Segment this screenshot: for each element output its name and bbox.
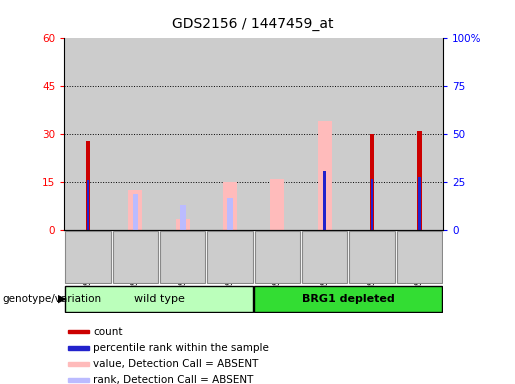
- Text: GDS2156 / 1447459_at: GDS2156 / 1447459_at: [171, 17, 333, 31]
- Text: genotype/variation: genotype/variation: [3, 294, 101, 304]
- Bar: [68, 346, 89, 349]
- FancyBboxPatch shape: [113, 232, 158, 283]
- Text: percentile rank within the sample: percentile rank within the sample: [93, 343, 269, 353]
- Bar: [370, 134, 374, 230]
- Text: wild type: wild type: [133, 293, 184, 304]
- FancyBboxPatch shape: [254, 232, 300, 283]
- Bar: [418, 177, 421, 230]
- Text: ▶: ▶: [58, 294, 67, 304]
- Text: value, Detection Call = ABSENT: value, Detection Call = ABSENT: [93, 359, 259, 369]
- Text: rank, Detection Call = ABSENT: rank, Detection Call = ABSENT: [93, 375, 253, 384]
- Bar: [223, 182, 237, 230]
- FancyBboxPatch shape: [65, 286, 253, 311]
- FancyBboxPatch shape: [207, 232, 253, 283]
- Bar: [68, 362, 89, 366]
- FancyBboxPatch shape: [254, 286, 442, 311]
- Text: count: count: [93, 326, 123, 337]
- FancyBboxPatch shape: [349, 232, 394, 283]
- Bar: [128, 190, 143, 230]
- Bar: [68, 330, 89, 333]
- Bar: [318, 121, 332, 230]
- Bar: [227, 198, 233, 230]
- Bar: [85, 141, 91, 230]
- Bar: [87, 180, 90, 230]
- Bar: [68, 378, 89, 382]
- FancyBboxPatch shape: [397, 232, 442, 283]
- Bar: [270, 179, 284, 230]
- Bar: [180, 205, 185, 230]
- FancyBboxPatch shape: [65, 232, 111, 283]
- Bar: [370, 179, 373, 230]
- FancyBboxPatch shape: [160, 232, 205, 283]
- Bar: [417, 131, 422, 230]
- Bar: [132, 194, 138, 230]
- Bar: [176, 219, 190, 230]
- Bar: [323, 171, 326, 230]
- FancyBboxPatch shape: [302, 232, 347, 283]
- Text: BRG1 depleted: BRG1 depleted: [302, 293, 394, 304]
